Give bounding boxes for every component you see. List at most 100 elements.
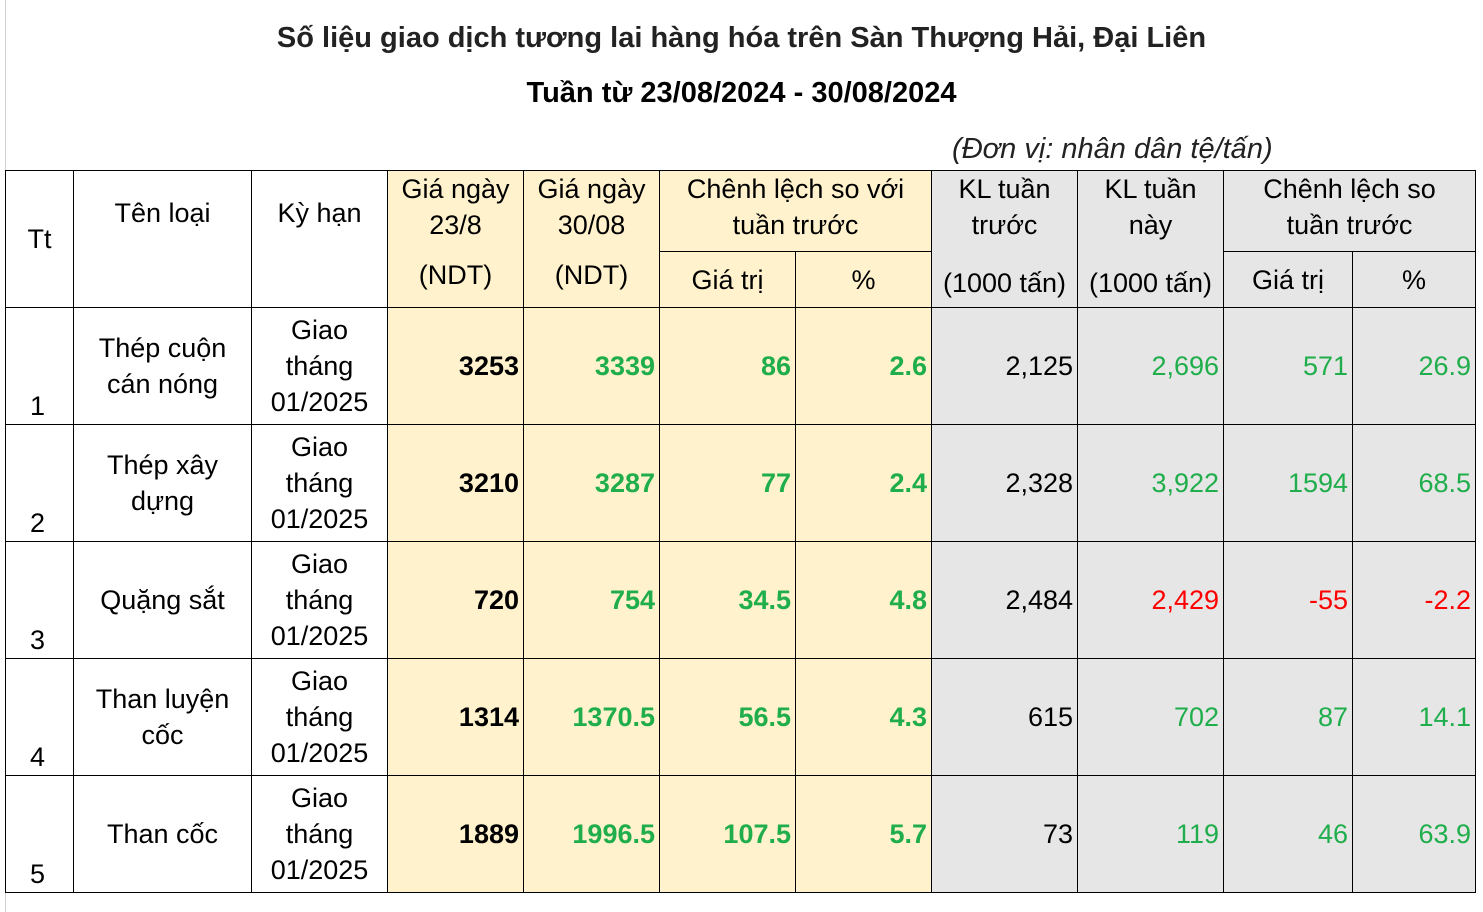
term-line: tháng xyxy=(285,702,354,732)
price-diff: 77 xyxy=(659,424,796,542)
name-line: Quặng sắt xyxy=(100,585,225,615)
price-prev: 1314 xyxy=(387,658,524,776)
vol-pct: 68.5 xyxy=(1352,424,1477,542)
page-title: Số liệu giao dịch tương lai hàng hóa trê… xyxy=(276,22,1207,54)
table-row: 1 Thép cuộn cán nóng Giao tháng 01/2025 325… xyxy=(5,307,1477,425)
price-diff: 34.5 xyxy=(659,541,796,659)
header-line: 30/08 xyxy=(557,210,626,240)
name-line: cốc xyxy=(141,720,184,750)
header-line: (NDT) xyxy=(418,260,493,290)
header-line: 23/8 xyxy=(429,210,482,240)
name-line: Than cốc xyxy=(106,819,219,849)
table-row: 2 Thép xây dựng Giao tháng 01/2025 3210 328… xyxy=(5,424,1477,542)
header-vol-pct: % xyxy=(1352,251,1477,308)
header-vol-cur: KL tuần này (1000 tấn) xyxy=(1077,170,1225,308)
term-line: Giao xyxy=(290,666,349,696)
header-line: (NDT) xyxy=(554,260,629,290)
name-line: dựng xyxy=(130,486,195,516)
vol-prev: 615 xyxy=(931,658,1079,776)
price-prev: 1889 xyxy=(387,775,524,893)
vol-prev: 2,125 xyxy=(931,307,1079,425)
vol-diff: 87 xyxy=(1223,658,1354,776)
header-line: này xyxy=(1128,210,1173,240)
term-line: tháng xyxy=(285,468,354,498)
commodity-name: Than cốc xyxy=(73,775,252,893)
page-subtitle: Tuần từ 23/08/2024 - 30/08/2024 xyxy=(526,77,957,109)
header-name: Tên loại xyxy=(73,170,252,308)
header-tt: Tt xyxy=(5,170,74,308)
vol-prev: 2,328 xyxy=(931,424,1079,542)
term-line: tháng xyxy=(285,585,354,615)
header-line: Giá ngày xyxy=(537,174,646,204)
term: Giao tháng 01/2025 xyxy=(251,775,388,893)
header-line: tuần trước xyxy=(1286,210,1413,240)
header-price-cur: Giá ngày 30/08 (NDT) xyxy=(523,170,660,308)
price-diff: 86 xyxy=(659,307,796,425)
row-number: 2 xyxy=(5,424,74,542)
header-price-prev: Giá ngày 23/8 (NDT) xyxy=(387,170,524,308)
term-line: 01/2025 xyxy=(270,504,369,534)
vol-diff: 571 xyxy=(1223,307,1354,425)
table-row: 4 Than luyện cốc Giao tháng 01/2025 1314 13… xyxy=(5,658,1477,776)
header-line: Chênh lệch so xyxy=(1263,174,1436,204)
vol-pct: 26.9 xyxy=(1352,307,1477,425)
price-diff: 107.5 xyxy=(659,775,796,893)
commodity-name: Thép cuộn cán nóng xyxy=(73,307,252,425)
term-line: tháng xyxy=(285,351,354,381)
header-line: Chênh lệch so với xyxy=(686,174,905,204)
term-line: 01/2025 xyxy=(270,738,369,768)
row-number: 5 xyxy=(5,775,74,893)
header-line: (1000 tấn) xyxy=(942,268,1067,298)
term-line: 01/2025 xyxy=(270,621,369,651)
price-diff: 56.5 xyxy=(659,658,796,776)
header-line: KL tuần xyxy=(958,174,1051,204)
price-prev: 720 xyxy=(387,541,524,659)
vol-cur: 3,922 xyxy=(1077,424,1225,542)
name-line: Than luyện xyxy=(95,684,230,714)
price-prev: 3210 xyxy=(387,424,524,542)
header-vol-value: Giá trị xyxy=(1223,251,1354,308)
price-pct: 4.3 xyxy=(794,658,933,776)
vol-cur: 2,429 xyxy=(1077,541,1225,659)
commodity-name: Quặng sắt xyxy=(73,541,252,659)
term: Giao tháng 01/2025 xyxy=(251,424,388,542)
price-pct: 2.6 xyxy=(794,307,933,425)
table-row: 5 Than cốc Giao tháng 01/2025 1889 1996.5 … xyxy=(5,775,1477,893)
term-line: Giao xyxy=(290,549,349,579)
vol-diff: 46 xyxy=(1223,775,1354,893)
row-number: 1 xyxy=(5,307,74,425)
header-price-diff: Chênh lệch so với tuần trước xyxy=(658,170,933,252)
row-number: 4 xyxy=(5,658,74,776)
commodity-name: Than luyện cốc xyxy=(73,658,252,776)
header-vol-diff: Chênh lệch so tuần trước xyxy=(1223,170,1477,252)
commodity-name: Thép xây dựng xyxy=(73,424,252,542)
name-line: Thép cuộn xyxy=(98,333,227,363)
term-line: Giao xyxy=(290,783,349,813)
term-line: Giao xyxy=(290,315,349,345)
header-line: trước xyxy=(971,210,1038,240)
price-cur: 754 xyxy=(523,541,660,659)
price-cur: 3339 xyxy=(523,307,660,425)
term: Giao tháng 01/2025 xyxy=(251,658,388,776)
futures-table: Tt Tên loại Kỳ hạn Giá ngày 23/8 (NDT) Giá… xyxy=(5,170,1477,893)
name-line: cán nóng xyxy=(106,369,219,399)
vol-diff: -55 xyxy=(1223,541,1354,659)
term-line: Giao xyxy=(290,432,349,462)
term: Giao tháng 01/2025 xyxy=(251,307,388,425)
price-cur: 3287 xyxy=(523,424,660,542)
header-line: Giá ngày xyxy=(401,174,510,204)
vol-pct: 63.9 xyxy=(1352,775,1477,893)
term-line: 01/2025 xyxy=(270,387,369,417)
header-line: (1000 tấn) xyxy=(1088,268,1213,298)
row-number: 3 xyxy=(5,541,74,659)
price-pct: 5.7 xyxy=(794,775,933,893)
price-cur: 1996.5 xyxy=(523,775,660,893)
header-term: Kỳ hạn xyxy=(251,170,388,308)
term: Giao tháng 01/2025 xyxy=(251,541,388,659)
vol-pct: 14.1 xyxy=(1352,658,1477,776)
price-cur: 1370.5 xyxy=(523,658,660,776)
vol-cur: 119 xyxy=(1077,775,1225,893)
header-vol-prev: KL tuần trước (1000 tấn) xyxy=(931,170,1079,308)
vol-cur: 702 xyxy=(1077,658,1225,776)
term-line: 01/2025 xyxy=(270,855,369,885)
